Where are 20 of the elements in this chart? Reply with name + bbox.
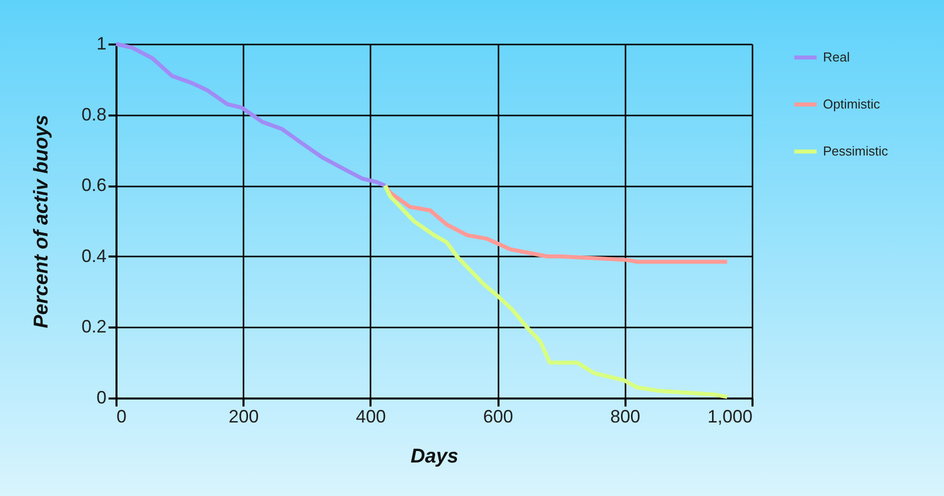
line-series: [114, 42, 388, 188]
line-series: [383, 184, 730, 264]
x-tick-label: 0: [116, 406, 127, 426]
x-axis-title: Days: [410, 446, 458, 468]
legend-label: Optimistic: [823, 96, 881, 112]
y-tick-label: 0.6: [81, 175, 106, 196]
x-tick-label: 1,000: [707, 406, 752, 426]
x-tick-label: 800: [610, 406, 640, 426]
line-series: [383, 184, 730, 399]
y-tick-label: 0.4: [81, 246, 106, 266]
y-tick-label: 0: [96, 388, 106, 408]
y-tick-label: 0.8: [81, 104, 106, 124]
x-tick-label: 600: [483, 406, 514, 426]
y-axis-title: Percent of activ buoys: [30, 114, 52, 328]
x-tick-label: 400: [356, 406, 386, 426]
y-tick-label: 0.2: [81, 316, 106, 337]
x-tick-label: 200: [228, 406, 259, 426]
y-tick-label: 1: [96, 34, 106, 54]
legend-label: Real: [823, 50, 850, 64]
legend-label: Pessimistic: [823, 144, 889, 158]
